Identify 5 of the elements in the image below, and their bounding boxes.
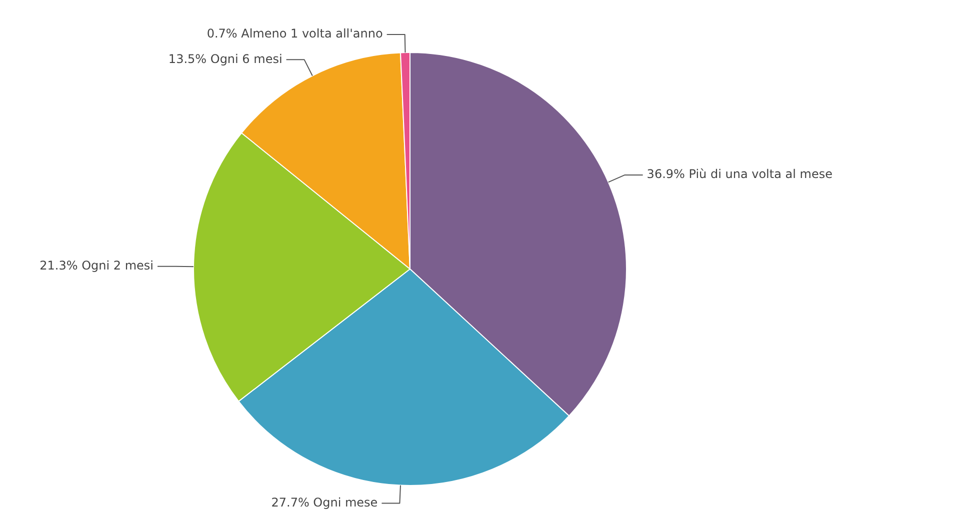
slice-label: 27.7% Ogni mese [271,495,378,510]
slice-label: 13.5% Ogni 6 mesi [168,52,282,66]
slice-label: 0.7% Almeno 1 volta all'anno [206,26,383,41]
slice-label: 36.9% Più di una volta al mese [646,167,832,182]
slice-label: 21.3% Ogni 2 mesi [40,258,154,273]
